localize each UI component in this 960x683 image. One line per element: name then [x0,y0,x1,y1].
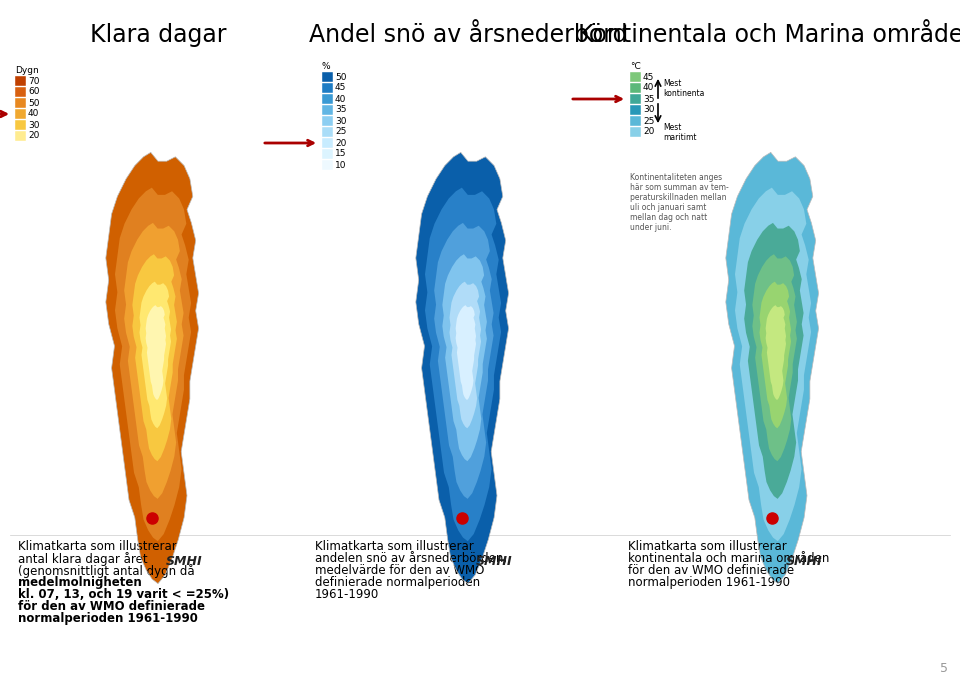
Text: 45: 45 [335,83,347,92]
Text: Klara dagar: Klara dagar [89,23,227,47]
Polygon shape [759,281,791,428]
Text: för den av WMO definierade: för den av WMO definierade [628,564,794,577]
Text: 60: 60 [28,87,39,96]
Text: 35: 35 [335,105,347,115]
Bar [15,109,26,119]
Text: mellan dag och natt: mellan dag och natt [630,213,708,222]
Text: normalperioden 1961-1990: normalperioden 1961-1990 [628,576,790,589]
Bar [630,116,641,126]
Polygon shape [416,152,509,583]
Text: 30: 30 [335,117,347,126]
Bar [15,120,26,130]
Bar [630,83,641,93]
Text: för den av WMO definierade: för den av WMO definierade [18,600,205,613]
Text: 20: 20 [335,139,347,148]
Text: Andel snö av årsnederbörd: Andel snö av årsnederbörd [309,23,627,47]
Polygon shape [115,188,191,541]
Text: Dygn: Dygn [15,66,38,75]
Polygon shape [753,254,797,461]
Text: kl. 07, 13, och 19 varit < =25%): kl. 07, 13, och 19 varit < =25%) [18,588,229,601]
Polygon shape [456,305,476,400]
Text: 25: 25 [643,117,655,126]
Bar [15,131,26,141]
Text: kontinentala och marina områden: kontinentala och marina områden [628,552,829,565]
Text: definierade normalperioden: definierade normalperioden [315,576,480,589]
Text: medelmolnigheten: medelmolnigheten [18,576,142,589]
Text: uli och januari samt: uli och januari samt [630,203,707,212]
Text: här som summan av tem-: här som summan av tem- [630,183,729,192]
Text: peraturskillnaden mellan: peraturskillnaden mellan [630,193,727,202]
Text: Kontinentaliteten anges: Kontinentaliteten anges [630,173,722,182]
Bar [322,116,333,126]
Text: under juni.: under juni. [630,223,671,232]
Text: 40: 40 [643,83,655,92]
Polygon shape [744,223,804,499]
Text: °C: °C [630,62,640,71]
Text: 1961-1990: 1961-1990 [315,588,379,601]
Text: 20: 20 [28,132,39,141]
Bar [15,98,26,108]
Bar [322,94,333,104]
Bar [322,72,333,82]
Polygon shape [146,305,166,400]
Text: antal klara dagar året: antal klara dagar året [18,552,148,566]
Text: 40: 40 [335,94,347,104]
Bar [322,149,333,159]
Polygon shape [449,281,481,428]
Text: 30: 30 [643,105,655,115]
Text: Kontinentala och Marina områden: Kontinentala och Marina områden [578,23,960,47]
Bar [630,94,641,104]
Bar [322,160,333,170]
Bar [322,138,333,148]
Text: 45: 45 [643,72,655,81]
Bar [630,105,641,115]
Polygon shape [124,223,183,499]
Text: SMHI: SMHI [786,555,823,568]
Polygon shape [443,254,487,461]
Text: 70: 70 [28,76,39,85]
Text: 35: 35 [643,94,655,104]
Text: Klimatkarta som illustrerar: Klimatkarta som illustrerar [315,540,473,553]
Text: 50: 50 [335,72,347,81]
Text: 20: 20 [643,128,655,137]
Text: normalperioden 1961-1990: normalperioden 1961-1990 [18,612,198,625]
Bar [322,83,333,93]
Polygon shape [425,188,501,541]
Text: 5: 5 [940,662,948,675]
Bar [15,76,26,86]
Text: andelen snö av årsnederbörden,: andelen snö av årsnederbörden, [315,552,507,565]
Bar [630,127,641,137]
Bar [15,87,26,97]
Text: Klimatkarta som illustrerar: Klimatkarta som illustrerar [628,540,787,553]
Text: medelvärde för den av WMO: medelvärde för den av WMO [315,564,485,577]
Text: SMHI: SMHI [166,555,203,568]
Polygon shape [434,223,493,499]
Text: Mest
kontinenta: Mest kontinenta [663,79,705,98]
Polygon shape [735,188,811,541]
Text: %: % [322,62,330,71]
Text: 10: 10 [335,161,347,169]
Text: 15: 15 [335,150,347,158]
Text: (genomsnittligt antal dygn då: (genomsnittligt antal dygn då [18,564,195,578]
Polygon shape [726,152,819,583]
Text: SMHI: SMHI [476,555,513,568]
Polygon shape [132,254,177,461]
Text: Mest
maritimt: Mest maritimt [663,123,697,142]
Text: 40: 40 [28,109,39,118]
Bar [322,127,333,137]
Polygon shape [766,305,786,400]
Polygon shape [139,281,171,428]
Polygon shape [106,152,199,583]
Bar [322,105,333,115]
Text: 25: 25 [335,128,347,137]
Text: 50: 50 [28,98,39,107]
Text: 30: 30 [28,120,39,130]
Text: Klimatkarta som illustrerar: Klimatkarta som illustrerar [18,540,177,553]
Bar [630,72,641,82]
